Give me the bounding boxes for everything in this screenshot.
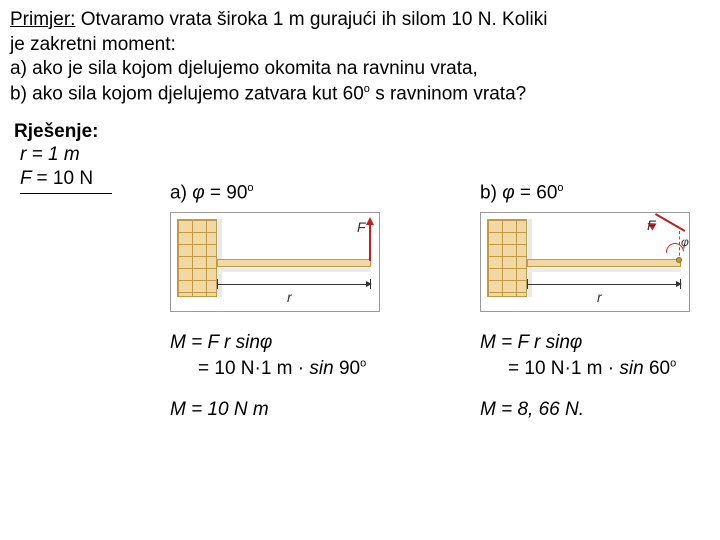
phi-symbol: φ	[192, 182, 204, 203]
pivot-point	[676, 257, 682, 263]
force-label: F	[647, 217, 656, 233]
diagram-a: F r	[170, 212, 380, 312]
given-divider	[20, 193, 112, 194]
case-b-label: b)	[480, 182, 502, 203]
result-b: M = 8, 66 N.	[480, 399, 584, 420]
given-r: r = 1 m	[20, 144, 80, 165]
r-dimension-line	[527, 279, 681, 289]
case-a-column: a) φ = 90o F r M = F r sinφ = 10 N·1 m ·…	[170, 182, 410, 423]
diagram-b: F φ r	[480, 212, 690, 312]
phi-label: φ	[681, 235, 689, 249]
force-vector-line	[369, 221, 371, 261]
r-label: r	[597, 289, 602, 305]
given-F-sym: F	[20, 168, 37, 189]
door-bar	[217, 259, 371, 267]
case-b-heading: b) φ = 60o	[480, 182, 720, 204]
bar-shadow	[217, 268, 371, 272]
example-label: Primjer:	[10, 9, 75, 30]
r-label: r	[287, 289, 292, 305]
result-a: M = 10 N m	[170, 399, 269, 420]
case-a-angle: = 90	[205, 182, 248, 203]
force-vector-arrowhead	[366, 217, 374, 225]
solution-columns: a) φ = 90o F r M = F r sinφ = 10 N·1 m ·…	[170, 182, 720, 423]
case-a-label: a)	[170, 182, 192, 203]
eq-a-2: = 10 N·1 m · sin 90o	[198, 358, 366, 379]
r-dimension-line	[217, 279, 371, 289]
eq-b-2: = 10 N·1 m · sin 60o	[508, 358, 676, 379]
problem-line4-pre: b) ako sila kojom djelujemo zatvara kut …	[10, 83, 364, 104]
solution-label: Rješenje:	[14, 121, 720, 143]
brick-wall	[177, 219, 217, 297]
force-vector-line	[655, 213, 685, 231]
case-b-column: b) φ = 60o F φ r M = F r sinφ = 10 N·1 m…	[480, 182, 720, 423]
phi-symbol: φ	[502, 182, 514, 203]
force-label: F	[357, 219, 366, 235]
problem-statement: Primjer: Otvaramo vrata široka 1 m guraj…	[0, 0, 720, 107]
case-b-angle: = 60	[515, 182, 558, 203]
given-F-val: = 10 N	[37, 168, 94, 189]
problem-line4-post: s ravninom vrata?	[370, 83, 526, 104]
case-a-heading: a) φ = 90o	[170, 182, 410, 204]
bar-shadow	[527, 268, 681, 272]
eq-a-1: M = F r sinφ	[170, 332, 272, 353]
problem-line1: Otvaramo vrata široka 1 m gurajući ih si…	[75, 9, 547, 30]
problem-line2: je zakretni moment:	[10, 34, 176, 55]
eq-b-1: M = F r sinφ	[480, 332, 582, 353]
case-b-equations: M = F r sinφ = 10 N·1 m · sin 60o M = 8,…	[480, 330, 720, 423]
brick-wall	[487, 219, 527, 297]
door-bar	[527, 259, 681, 267]
degree-sup: o	[247, 182, 253, 194]
case-a-equations: M = F r sinφ = 10 N·1 m · sin 90o M = 10…	[170, 330, 410, 423]
problem-line3: a) ako je sila kojom djelujemo okomita n…	[10, 58, 478, 79]
degree-sup: o	[557, 182, 563, 194]
